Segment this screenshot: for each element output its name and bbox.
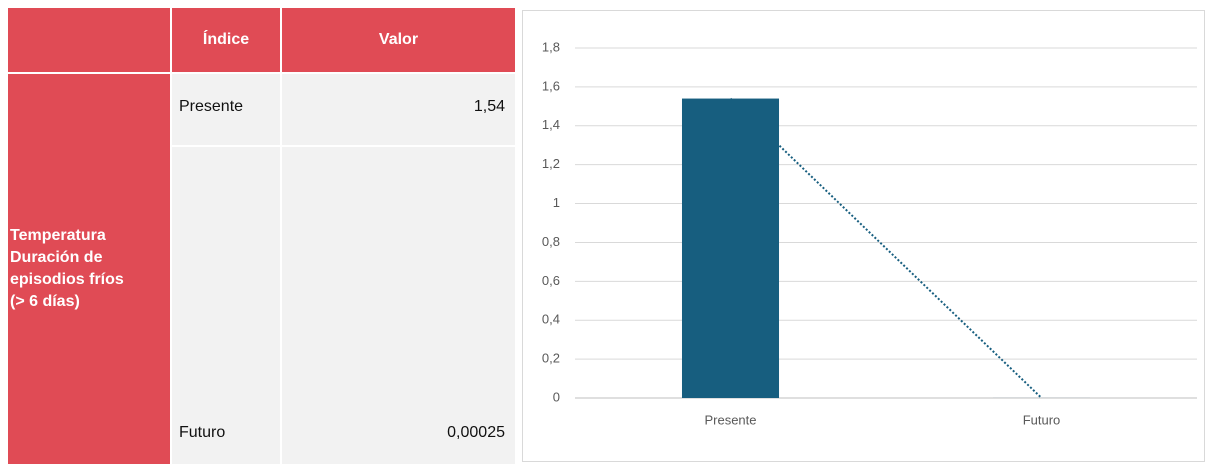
- row-header-line: (> 6 días): [10, 293, 80, 310]
- y-tick-label: 1: [553, 195, 560, 210]
- y-tick-label: 1,2: [542, 156, 560, 171]
- y-tick-label: 0,8: [542, 234, 560, 249]
- y-tick-label: 1,8: [542, 39, 560, 54]
- row-header-line: episodios fríos: [10, 271, 124, 288]
- cell: Futuro: [172, 147, 280, 464]
- y-tick-label: 1,6: [542, 78, 560, 93]
- header-cell: Índice: [172, 8, 280, 72]
- row-header-line: Temperatura: [10, 227, 106, 244]
- y-tick-label: 0,6: [542, 273, 560, 288]
- corner-cell: [8, 8, 170, 72]
- y-tick-label: 0,4: [542, 312, 560, 327]
- row-header: Temperatura Duración de episodios fríos …: [8, 74, 170, 464]
- y-tick-label: 0,2: [542, 351, 560, 366]
- y-tick-label: 1,4: [542, 117, 560, 132]
- header-cell: Valor: [282, 8, 515, 72]
- cell: 0,00025: [282, 147, 515, 464]
- cell: Presente: [172, 74, 280, 145]
- x-tick-label: Futuro: [1023, 412, 1061, 427]
- y-tick-label: 0: [553, 389, 560, 404]
- x-tick-label: Presente: [704, 412, 756, 427]
- row-header-line: Duración de: [10, 249, 103, 266]
- chart-frame: [522, 10, 1205, 462]
- bar: [681, 98, 780, 399]
- cell: 1,54: [282, 74, 515, 145]
